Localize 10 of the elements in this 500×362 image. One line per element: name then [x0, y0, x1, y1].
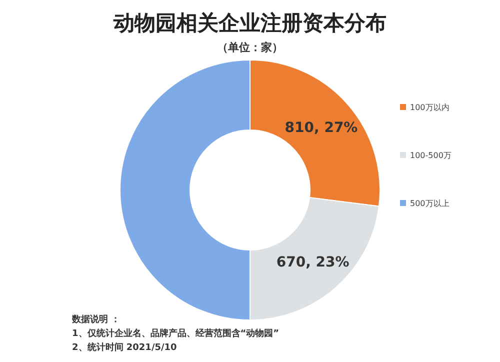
text: 2、统计时间 2021/5/10	[72, 342, 177, 353]
chart-subtitle: （单位：家）	[217, 41, 283, 54]
data-label: 810, 27%	[284, 120, 358, 136]
data-label: 670, 23%	[276, 254, 350, 270]
chart-title: 动物园相关企业注册资本分布	[112, 11, 386, 35]
text: 数据说明 ：	[71, 314, 120, 325]
legend-label: 100-500万	[410, 151, 452, 160]
text: 1、仅统计企业名、品牌产品、经营范围含“动物园”	[72, 328, 280, 339]
legend-label: 100万以内	[410, 103, 450, 112]
legend-label: 500万以上	[410, 199, 450, 208]
